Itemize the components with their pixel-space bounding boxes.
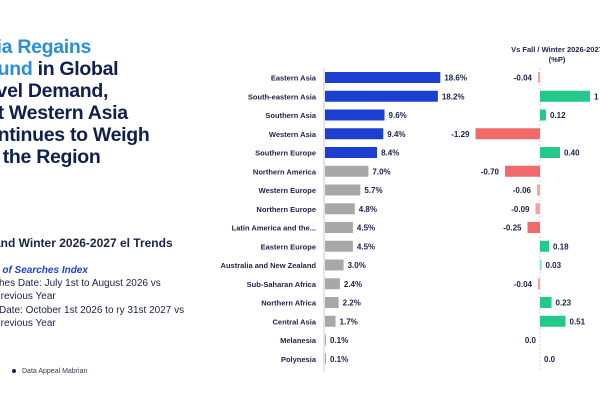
share-value-label: 9.6% [389, 111, 407, 120]
share-value-label: 3.0% [348, 261, 366, 270]
change-value-label: 1 [594, 92, 599, 101]
change-value-label: -0.25 [503, 224, 522, 233]
share-bar [325, 278, 340, 290]
title-line-2a: ound [0, 58, 33, 80]
share-bar [325, 109, 385, 121]
change-value-label: -0.70 [481, 167, 500, 176]
source-text: Data Appeal Mabrian [22, 368, 88, 375]
share-value-label: 1.7% [340, 317, 358, 326]
category-label: South-eastern Asia [248, 92, 317, 101]
change-value-label: 0.0 [525, 336, 537, 345]
share-value-label: 18.6% [444, 74, 467, 83]
share-value-label: 9.4% [387, 130, 405, 139]
change-value-label: 0.18 [553, 242, 569, 251]
category-label: Southern Europe [255, 149, 316, 158]
category-label: Northern America [253, 167, 317, 176]
share-value-label: 0.1% [330, 355, 348, 364]
change-value-label: 0.51 [570, 317, 586, 326]
category-label: Polynesia [281, 355, 317, 364]
change-bar [540, 240, 549, 252]
share-value-label: 7.0% [372, 167, 390, 176]
title-line-2b: in Global [32, 58, 119, 80]
title-line-6: n the Region [0, 146, 101, 168]
change-bar [540, 297, 552, 308]
share-bar [325, 184, 361, 196]
change-bar [505, 165, 540, 177]
change-bar [540, 259, 542, 271]
share-bar [325, 203, 355, 215]
change-value-label: -0.06 [513, 186, 532, 195]
category-label: Australia and New Zealand [221, 261, 317, 270]
searches-date-info: ches Date: July 1st to August 2026 vs Pr… [0, 278, 161, 302]
category-label: Eastern Asia [271, 74, 317, 83]
share-value-label: 2.4% [344, 280, 362, 289]
category-label: Western Asia [269, 130, 317, 139]
chart-title: sia Regainsound in Globalavel Demand,ut … [0, 36, 186, 168]
change-value-label: -0.09 [511, 205, 530, 214]
share-bar [325, 259, 344, 271]
share-bar [325, 128, 384, 140]
share-bar [325, 72, 441, 83]
share-bar [325, 315, 336, 327]
change-bar [540, 90, 590, 102]
chart-subtitle: and Winter 2026-2027 el Trends [0, 236, 173, 250]
change-value-label: 0.12 [550, 111, 566, 120]
change-bar [475, 128, 540, 140]
title-line-5: ontinues to Weigh [0, 124, 150, 146]
title-line-4: ut Western Asia [0, 102, 128, 124]
change-bar [540, 315, 566, 327]
change-bar [538, 72, 540, 83]
category-label: Central Asia [273, 317, 317, 326]
share-value-label: 18.2% [442, 92, 465, 101]
change-value-label: 0.40 [564, 149, 580, 158]
category-label: Melanesia [280, 336, 317, 345]
share-value-label: 4.5% [357, 224, 375, 233]
share-bar [325, 222, 353, 233]
title-line-1: sia Regains [0, 36, 92, 58]
change-bar [537, 184, 540, 196]
change-value-label: 0.23 [556, 299, 572, 308]
share-bar [325, 147, 378, 158]
category-label: Northern Africa [261, 299, 317, 308]
change-value-label: -0.04 [514, 74, 533, 83]
change-value-label: -1.29 [451, 130, 470, 139]
change-bar [540, 147, 560, 158]
change-value-label: 0.0 [544, 355, 556, 364]
share-bar [325, 334, 326, 346]
share-value-label: 8.4% [381, 149, 399, 158]
logo-dot-icon [12, 369, 16, 374]
share-value-label: 4.8% [359, 205, 377, 214]
change-bar [535, 203, 540, 215]
share-bar [325, 353, 326, 365]
category-label: Southern Asia [265, 111, 316, 120]
change-bar [540, 109, 546, 121]
share-bar [325, 297, 339, 308]
category-label: Sub-Saharan Africa [247, 280, 317, 289]
change-column-header: Vs Fall / Winter 2026-2027 (%P) [511, 45, 600, 64]
share-value-label: 4.5% [357, 242, 375, 251]
change-value-label: -0.04 [514, 280, 533, 289]
change-bar [527, 222, 540, 233]
category-label: Western Europe [259, 186, 316, 195]
share-value-label: 5.7% [364, 186, 382, 195]
share-bar [325, 240, 353, 252]
source-credit: Data Appeal Mabrian [12, 368, 87, 375]
category-label: Eastern Europe [261, 242, 316, 251]
share-value-label: 0.1% [330, 336, 348, 345]
metric-label: e of Searches Index [0, 265, 88, 276]
change-value-label: 0.03 [546, 261, 562, 270]
share-bar [325, 90, 438, 102]
share-value-label: 2.2% [343, 299, 361, 308]
share-bar [325, 165, 369, 177]
category-label: Northern Europe [256, 205, 316, 214]
title-line-3: avel Demand, [0, 80, 109, 102]
change-bar [538, 278, 540, 290]
travel-date-info: l Date: October 1st 2026 to ry 31st 2027… [0, 305, 185, 329]
category-label: Latin America and the... [232, 224, 316, 233]
